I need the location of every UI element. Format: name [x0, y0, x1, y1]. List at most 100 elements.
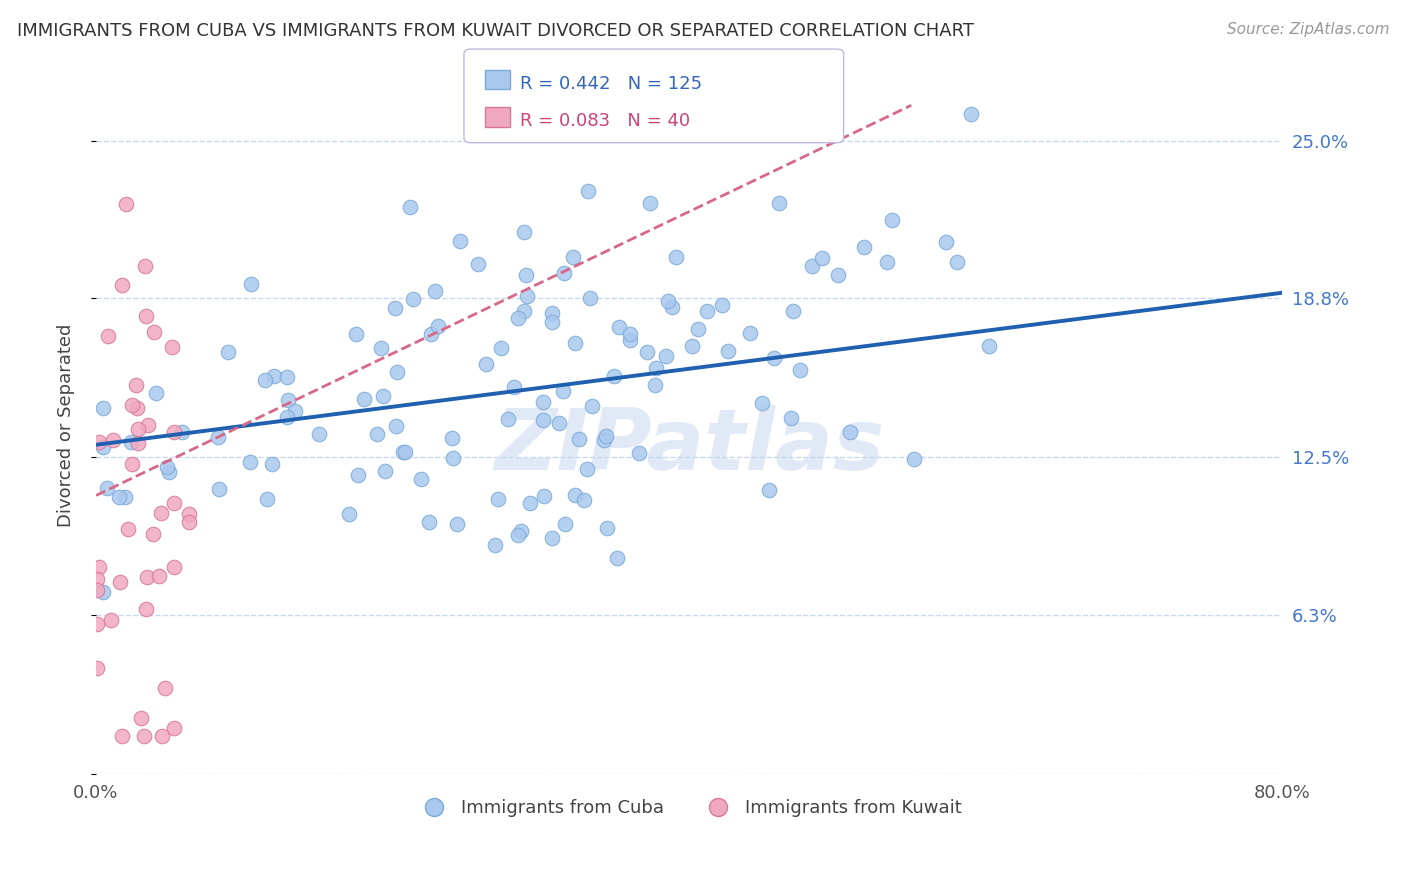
Point — [681, 339, 703, 353]
Point — [484, 538, 506, 552]
Point — [800, 259, 823, 273]
Point — [93, 585, 115, 599]
Point — [163, 559, 186, 574]
Point — [135, 309, 157, 323]
Point — [111, 277, 134, 292]
Point — [100, 613, 122, 627]
Point — [763, 351, 786, 365]
Point — [399, 200, 422, 214]
Point — [644, 377, 666, 392]
Text: IMMIGRANTS FROM CUBA VS IMMIGRANTS FROM KUWAIT DIVORCED OR SEPARATED CORRELATION: IMMIGRANTS FROM CUBA VS IMMIGRANTS FROM … — [17, 22, 974, 40]
Point — [441, 450, 464, 465]
Point — [593, 434, 616, 448]
Point — [661, 301, 683, 315]
Point — [513, 304, 536, 318]
Point — [96, 482, 118, 496]
Point — [86, 583, 108, 598]
Point — [636, 344, 658, 359]
Point — [561, 251, 583, 265]
Point — [581, 400, 603, 414]
Point — [162, 340, 184, 354]
Point — [533, 489, 555, 503]
Point — [256, 491, 278, 506]
Point — [135, 570, 157, 584]
Point — [423, 284, 446, 298]
Point — [489, 341, 512, 355]
Point — [87, 559, 110, 574]
Point — [86, 572, 108, 586]
Point — [143, 325, 166, 339]
Point — [768, 196, 790, 211]
Point — [564, 336, 586, 351]
Point — [207, 430, 229, 444]
Point — [782, 303, 804, 318]
Point — [607, 320, 630, 334]
Point — [977, 339, 1000, 353]
Point — [751, 396, 773, 410]
Text: Source: ZipAtlas.com: Source: ZipAtlas.com — [1226, 22, 1389, 37]
Point — [449, 234, 471, 248]
Point — [578, 291, 600, 305]
Legend: Immigrants from Cuba, Immigrants from Kuwait: Immigrants from Cuba, Immigrants from Ku… — [409, 792, 969, 824]
Point — [619, 326, 641, 341]
Point — [838, 425, 860, 439]
Point — [402, 293, 425, 307]
Point — [515, 289, 537, 303]
Point — [134, 259, 156, 273]
Point — [145, 385, 167, 400]
Text: ZIPatlas: ZIPatlas — [494, 405, 884, 488]
Text: R = 0.083   N = 40: R = 0.083 N = 40 — [520, 112, 690, 130]
Point — [510, 524, 533, 538]
Point — [93, 440, 115, 454]
Point — [120, 435, 142, 450]
Point — [157, 466, 180, 480]
Point — [262, 457, 284, 471]
Point — [419, 326, 441, 341]
Point — [127, 422, 149, 436]
Point — [467, 257, 489, 271]
Y-axis label: Divorced or Separated: Divorced or Separated — [58, 324, 75, 527]
Point — [177, 515, 200, 529]
Point — [263, 368, 285, 383]
Point — [446, 516, 468, 531]
Point — [508, 310, 530, 325]
Point — [789, 363, 811, 377]
Point — [880, 212, 903, 227]
Point — [86, 617, 108, 632]
Point — [595, 520, 617, 534]
Point — [239, 277, 262, 291]
Point — [486, 492, 509, 507]
Point — [172, 425, 194, 439]
Point — [163, 425, 186, 439]
Point — [554, 517, 576, 532]
Point — [276, 369, 298, 384]
Point — [108, 574, 131, 589]
Point — [87, 435, 110, 450]
Point — [347, 468, 370, 483]
Point — [148, 569, 170, 583]
Point — [935, 235, 957, 249]
Point — [657, 293, 679, 308]
Point — [150, 729, 173, 743]
Point — [111, 729, 134, 743]
Point — [574, 492, 596, 507]
Point — [370, 341, 392, 355]
Point — [418, 515, 440, 529]
Point — [117, 522, 139, 536]
Point — [97, 329, 120, 343]
Point — [548, 416, 571, 430]
Point — [959, 107, 981, 121]
Point — [394, 444, 416, 458]
Point — [153, 681, 176, 695]
Point — [217, 344, 239, 359]
Point — [276, 409, 298, 424]
Point — [564, 487, 586, 501]
Point — [114, 490, 136, 504]
Point — [121, 457, 143, 471]
Point — [115, 197, 138, 211]
Point — [93, 401, 115, 416]
Point — [603, 369, 626, 384]
Point — [475, 358, 498, 372]
Point — [946, 255, 969, 269]
Point — [101, 433, 124, 447]
